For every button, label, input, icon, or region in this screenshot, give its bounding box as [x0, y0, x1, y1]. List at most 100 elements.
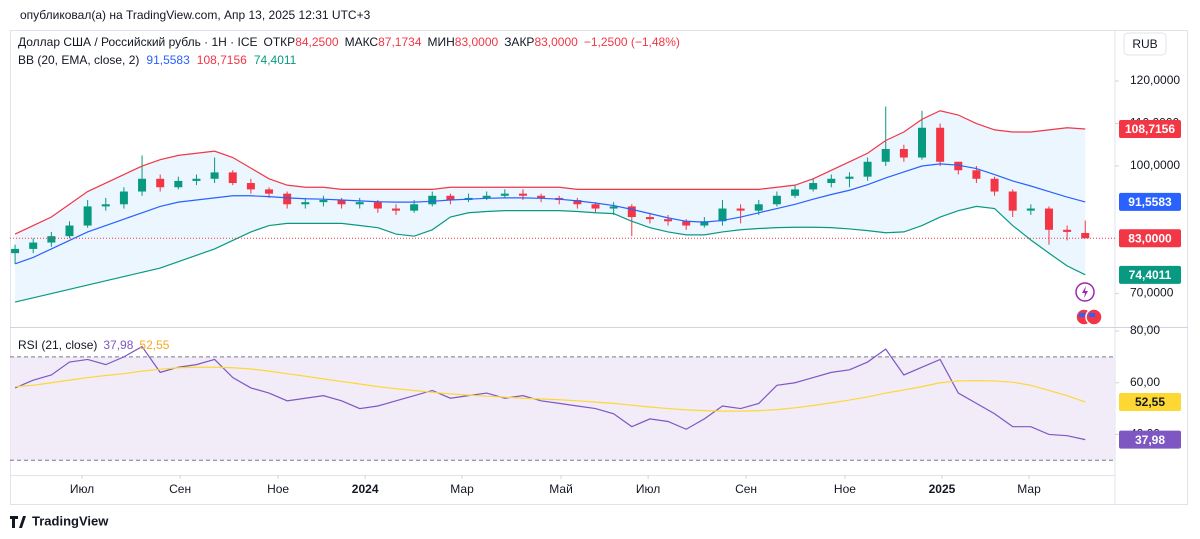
candle-body: [664, 219, 673, 222]
candle-body: [65, 225, 74, 237]
candle-body: [156, 178, 165, 188]
candle-body: [845, 176, 854, 179]
candle-body: [119, 191, 128, 205]
chart-content: 120,0000110,0000100,000070,000080,0060,0…: [10, 35, 1181, 496]
candle-body: [863, 161, 872, 177]
band-fill: [15, 110, 1086, 303]
rsi-line: [15, 366, 1086, 412]
y-tick-label: 100,0000: [1130, 158, 1180, 172]
legend-text: 108,7156: [197, 53, 247, 67]
candle-body: [754, 204, 763, 211]
rsi-band-fill: [10, 356, 1115, 461]
candle-body: [573, 200, 582, 205]
price-box: [1119, 119, 1181, 138]
currency[interactable]: RUB: [1132, 37, 1157, 51]
y-tick-label: 70,0000: [1130, 286, 1174, 300]
candle-body: [283, 193, 292, 205]
candle-body: [791, 189, 800, 196]
price-box-label: 83,0000: [1128, 231, 1172, 245]
candle-body: [918, 127, 927, 158]
legend-text: МИН: [428, 35, 455, 49]
legend-text: −1,2500 (−1,48%): [584, 35, 680, 49]
flag-canton: [1089, 313, 1095, 317]
candle-body: [29, 242, 38, 249]
price-box-label: 108,7156: [1125, 122, 1175, 136]
x-tick-label: Ное: [834, 482, 856, 496]
price-box-label: 52,55: [1135, 395, 1165, 409]
candle-body: [246, 183, 255, 190]
candle-body: [809, 183, 818, 190]
candle-body: [899, 149, 908, 158]
price-box: [1119, 392, 1181, 411]
x-tick-label: Сен: [169, 482, 191, 496]
price-box: [1119, 229, 1181, 248]
candle-body: [609, 206, 618, 209]
bb-line: [14, 205, 1086, 303]
legend-text: 37,98: [103, 338, 133, 352]
candle-body: [265, 189, 274, 194]
y-tick-label: 120,0000: [1130, 73, 1180, 87]
legend-text: ЗАКР: [504, 35, 534, 49]
legend-text: 84,2500: [295, 35, 339, 49]
candle-body: [11, 248, 20, 254]
price-box: [1119, 430, 1181, 449]
y-tick-label: 60,00: [1130, 375, 1160, 389]
legend-text: МАКС: [345, 35, 379, 49]
candle-body: [301, 202, 310, 205]
legend-text: ОТКР: [264, 35, 296, 49]
price-box-label: 74,4011: [1129, 268, 1172, 282]
candle-body: [518, 193, 527, 196]
lightning: [1082, 286, 1088, 298]
candle-body: [482, 195, 491, 198]
candle-body: [1063, 229, 1072, 232]
bb-line: [14, 163, 1086, 265]
x-tick-label: Мар: [1017, 482, 1041, 496]
candle-body: [972, 170, 981, 179]
candle-body: [101, 204, 110, 207]
x-tick-label: Ное: [267, 482, 289, 496]
candle-body: [228, 172, 237, 184]
candle-body: [700, 221, 709, 226]
brand: TradingView: [32, 513, 109, 528]
published-note: опубликовал(а) на TradingView.com, Апр 1…: [20, 8, 371, 22]
candle-body: [954, 161, 963, 171]
candle-body: [627, 206, 636, 218]
candle-body: [410, 204, 419, 211]
legend-text: BB (20, EMA, close, 2): [18, 53, 139, 67]
candle-body: [736, 208, 745, 211]
currency-button[interactable]: [1123, 32, 1167, 56]
legend-text: RSI (21, close): [18, 338, 97, 352]
flag-canton: [1079, 313, 1085, 317]
candle-body: [682, 221, 691, 226]
candle-body: [645, 217, 654, 220]
logo-mark: [10, 516, 26, 528]
candle-body: [718, 208, 727, 222]
candle-body: [1026, 208, 1035, 211]
x-tick-label: Май: [549, 482, 573, 496]
legend-text: Доллар США / Российский рубль · 1Н · ICE: [18, 35, 258, 49]
x-tick-label: Июл: [70, 482, 94, 496]
chart-frame: [10, 30, 1188, 505]
x-tick-label: Мар: [450, 482, 474, 496]
rsi-line: [14, 345, 1086, 441]
candle-body: [83, 206, 92, 226]
x-tick-label: 2024: [352, 482, 379, 496]
candle-body: [47, 236, 56, 243]
legend-text: 74,4011: [254, 53, 297, 67]
candle-body: [537, 195, 546, 198]
candle-body: [138, 178, 147, 192]
price-box-label: 91,5583: [1128, 195, 1172, 209]
candle-body: [446, 195, 455, 201]
candle-body: [174, 180, 183, 188]
candle-body: [210, 172, 219, 179]
legend-text: 87,1734: [378, 35, 422, 49]
x-tick-label: 2025: [929, 482, 956, 496]
price-box-label: 37,98: [1135, 433, 1165, 447]
candle-body: [1081, 232, 1090, 239]
legend-text: 83,0000: [455, 35, 499, 49]
price-box: [1119, 192, 1181, 211]
legend-text: 83,0000: [534, 35, 578, 49]
x-tick-label: Июл: [636, 482, 660, 496]
legend-text: 91,5583: [146, 53, 190, 67]
